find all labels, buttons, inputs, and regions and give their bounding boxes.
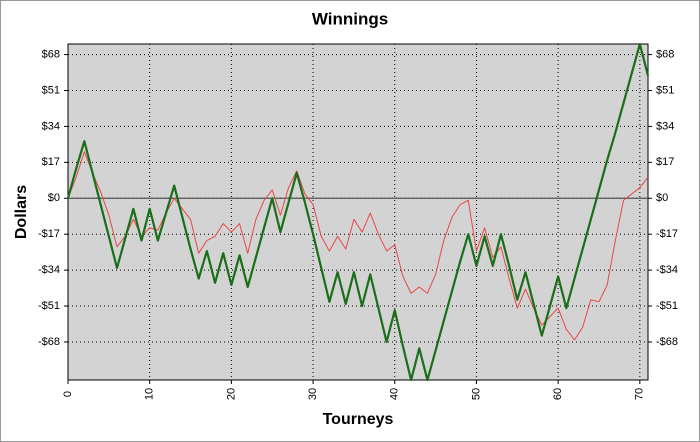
x-tick-label: 20 — [225, 388, 237, 400]
x-tick-label: 40 — [389, 388, 401, 400]
x-tick-label: 50 — [470, 388, 482, 400]
y2-tick-label: -$68 — [656, 336, 678, 348]
chart-title: Winnings — [312, 9, 388, 28]
y-tick-label: -$51 — [38, 300, 60, 312]
x-axis-label: Tourneys — [323, 411, 394, 428]
y2-tick-label: $68 — [656, 48, 674, 60]
x-tick-label: 60 — [552, 388, 564, 400]
series-line — [66, 42, 650, 382]
y-tick-label: $68 — [42, 48, 60, 60]
y-tick-label: -$68 — [38, 336, 60, 348]
y2-tick-label: $17 — [656, 156, 674, 168]
x-tick-label: 10 — [144, 388, 156, 400]
y-axis-label: Dollars — [13, 185, 30, 239]
y-tick-label: $17 — [42, 156, 60, 168]
y-tick-label: -$34 — [38, 264, 60, 276]
y-tick-label: -$17 — [38, 228, 60, 240]
y2-tick-label: -$17 — [656, 228, 678, 240]
y-tick-label: $0 — [48, 192, 60, 204]
x-tick-label: 70 — [634, 388, 646, 400]
x-tick-label: 0 — [62, 391, 74, 397]
x-tick-label: 30 — [307, 388, 319, 400]
y2-tick-label: $51 — [656, 84, 674, 96]
y-tick-label: $34 — [42, 120, 60, 132]
y2-tick-label: -$51 — [656, 300, 678, 312]
plot-area — [67, 43, 649, 381]
y2-tick-label: $0 — [656, 192, 668, 204]
y2-tick-label: $34 — [656, 120, 674, 132]
y2-tick-label: -$34 — [656, 264, 678, 276]
y-tick-label: $51 — [42, 84, 60, 96]
